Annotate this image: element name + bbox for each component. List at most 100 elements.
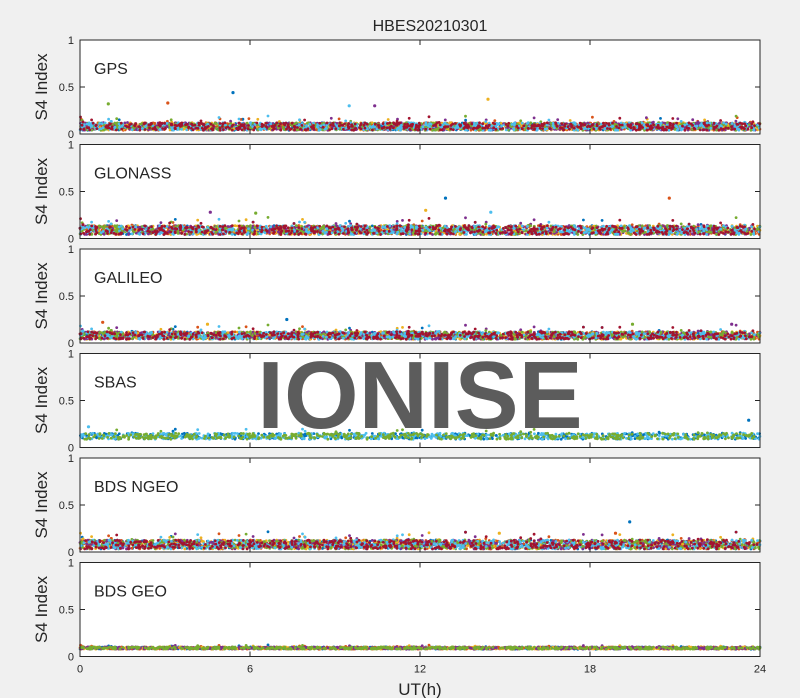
data-point (646, 123, 649, 126)
data-point (294, 121, 298, 125)
data-point (541, 127, 544, 130)
data-point (668, 124, 672, 127)
outlier-point (106, 102, 110, 106)
data-point (151, 127, 155, 130)
data-point (214, 126, 218, 130)
data-point (180, 127, 184, 131)
data-point (462, 121, 466, 125)
data-point (671, 117, 675, 120)
data-point (222, 128, 225, 132)
data-point (246, 127, 250, 131)
data-point (407, 116, 411, 120)
data-point (85, 122, 89, 126)
data-point (751, 120, 755, 124)
data-point (265, 126, 269, 129)
data-point (615, 125, 618, 128)
data-point (370, 125, 374, 129)
data-point (707, 123, 710, 127)
data-point (563, 125, 567, 128)
data-point (197, 121, 201, 125)
outlier-point (373, 104, 377, 108)
data-point (533, 127, 536, 131)
data-point (90, 118, 93, 122)
data-point (679, 120, 683, 123)
data-point (737, 128, 741, 132)
data-point (163, 122, 167, 125)
data-point (363, 121, 367, 125)
data-point (749, 128, 753, 132)
data-point (350, 128, 353, 132)
data-point (286, 123, 290, 126)
data-point (746, 127, 750, 131)
data-point (418, 123, 422, 127)
data-point (300, 124, 304, 127)
data-point (91, 121, 95, 125)
data-point (449, 124, 453, 127)
data-point (520, 127, 524, 131)
data-point (431, 128, 434, 132)
data-point (325, 126, 328, 130)
data-point (696, 120, 700, 124)
data-point (527, 127, 530, 130)
data-point (608, 127, 612, 131)
data-point (173, 123, 177, 127)
data-point (650, 127, 653, 131)
data-point (492, 126, 496, 129)
data-point (109, 120, 113, 123)
data-point (308, 122, 312, 126)
data-point (236, 128, 240, 132)
data-point (103, 121, 107, 125)
data-point (734, 119, 738, 123)
data-point (211, 128, 215, 132)
data-point (187, 126, 191, 130)
data-point (196, 218, 200, 222)
data-point (582, 218, 585, 222)
data-point (264, 122, 268, 125)
data-point (81, 120, 85, 124)
data-point (212, 124, 215, 127)
data-point (691, 118, 695, 122)
data-point (377, 123, 380, 127)
data-point (163, 127, 167, 131)
data-point (434, 128, 438, 132)
data-point (594, 127, 598, 131)
data-point (371, 128, 374, 132)
data-point (134, 122, 138, 125)
data-point (652, 123, 655, 126)
data-point (286, 125, 290, 129)
data-point (253, 126, 257, 129)
data-point (173, 218, 177, 221)
data-point (715, 124, 719, 128)
data-point (373, 125, 377, 129)
data-point (618, 123, 622, 127)
data-point (256, 117, 260, 121)
data-point (289, 127, 293, 131)
data-point (199, 119, 203, 123)
data-point (530, 126, 533, 130)
data-point (268, 127, 271, 130)
data-point (128, 123, 132, 127)
data-point (600, 219, 604, 222)
data-point (200, 122, 204, 126)
data-point (548, 127, 552, 130)
data-point (157, 123, 161, 127)
data-point (538, 126, 542, 130)
data-point (266, 114, 270, 118)
data-point (275, 121, 278, 125)
data-point (621, 126, 625, 130)
data-point (185, 123, 189, 126)
data-point (386, 118, 390, 121)
data-point (618, 116, 622, 120)
data-point (530, 124, 534, 128)
data-point (627, 124, 630, 128)
data-point (499, 121, 503, 125)
data-point (611, 124, 615, 128)
data-point (190, 122, 194, 126)
data-point (545, 121, 549, 125)
data-point (473, 126, 476, 130)
data-point (348, 219, 351, 223)
data-point (109, 122, 112, 126)
data-point (282, 122, 286, 126)
data-point (481, 126, 485, 130)
data-point (547, 118, 551, 122)
